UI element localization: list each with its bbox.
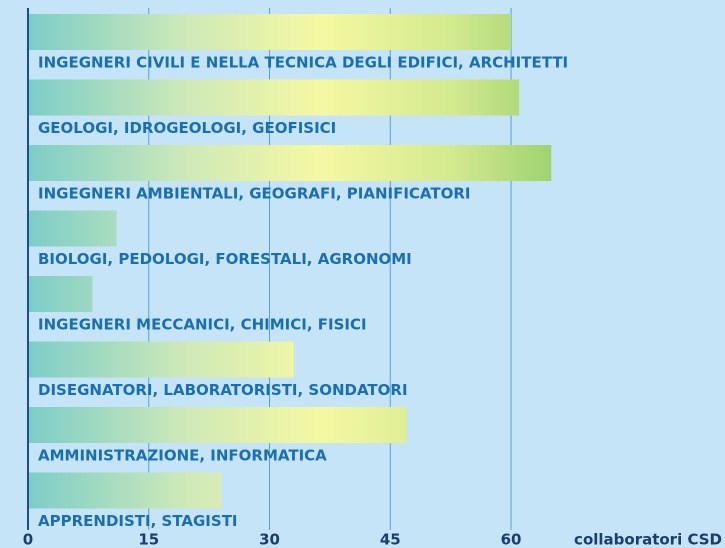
category-label: BIOLOGI, PEDOLOGI, FORESTALI, AGRONOMI [38,250,412,268]
bars [28,14,552,509]
bar [28,210,117,247]
category-label: APPRENDISTI, STAGISTI [38,512,238,530]
x-tick-label: 60 [501,531,522,548]
x-tick-label: 45 [380,531,401,548]
x-tick-label: 15 [138,531,159,548]
bar [28,407,407,443]
category-label: INGEGNERI AMBIENTALI, GEOGRAFI, PIANIFIC… [38,185,471,203]
bar [28,472,222,509]
bar [28,145,552,181]
bar [28,14,512,50]
category-label: AMMINISTRAZIONE, INFORMATICA [38,447,327,465]
x-axis-label: collaboratori CSD [574,531,722,548]
bar [28,79,520,116]
bar [28,276,93,312]
category-label: DISEGNATORI, LABORATORISTI, SONDATORI [38,381,408,399]
category-label: INGEGNERI MECCANICI, CHIMICI, FISICI [38,316,367,334]
category-label: GEOLOGI, IDROGEOLOGI, GEOFISICI [38,119,336,137]
category-label: INGEGNERI CIVILI E NELLA TECNICA DEGLI E… [38,54,568,72]
bar [28,341,294,378]
x-tick-label: 0 [23,531,33,548]
x-tick-label: 30 [259,531,280,548]
